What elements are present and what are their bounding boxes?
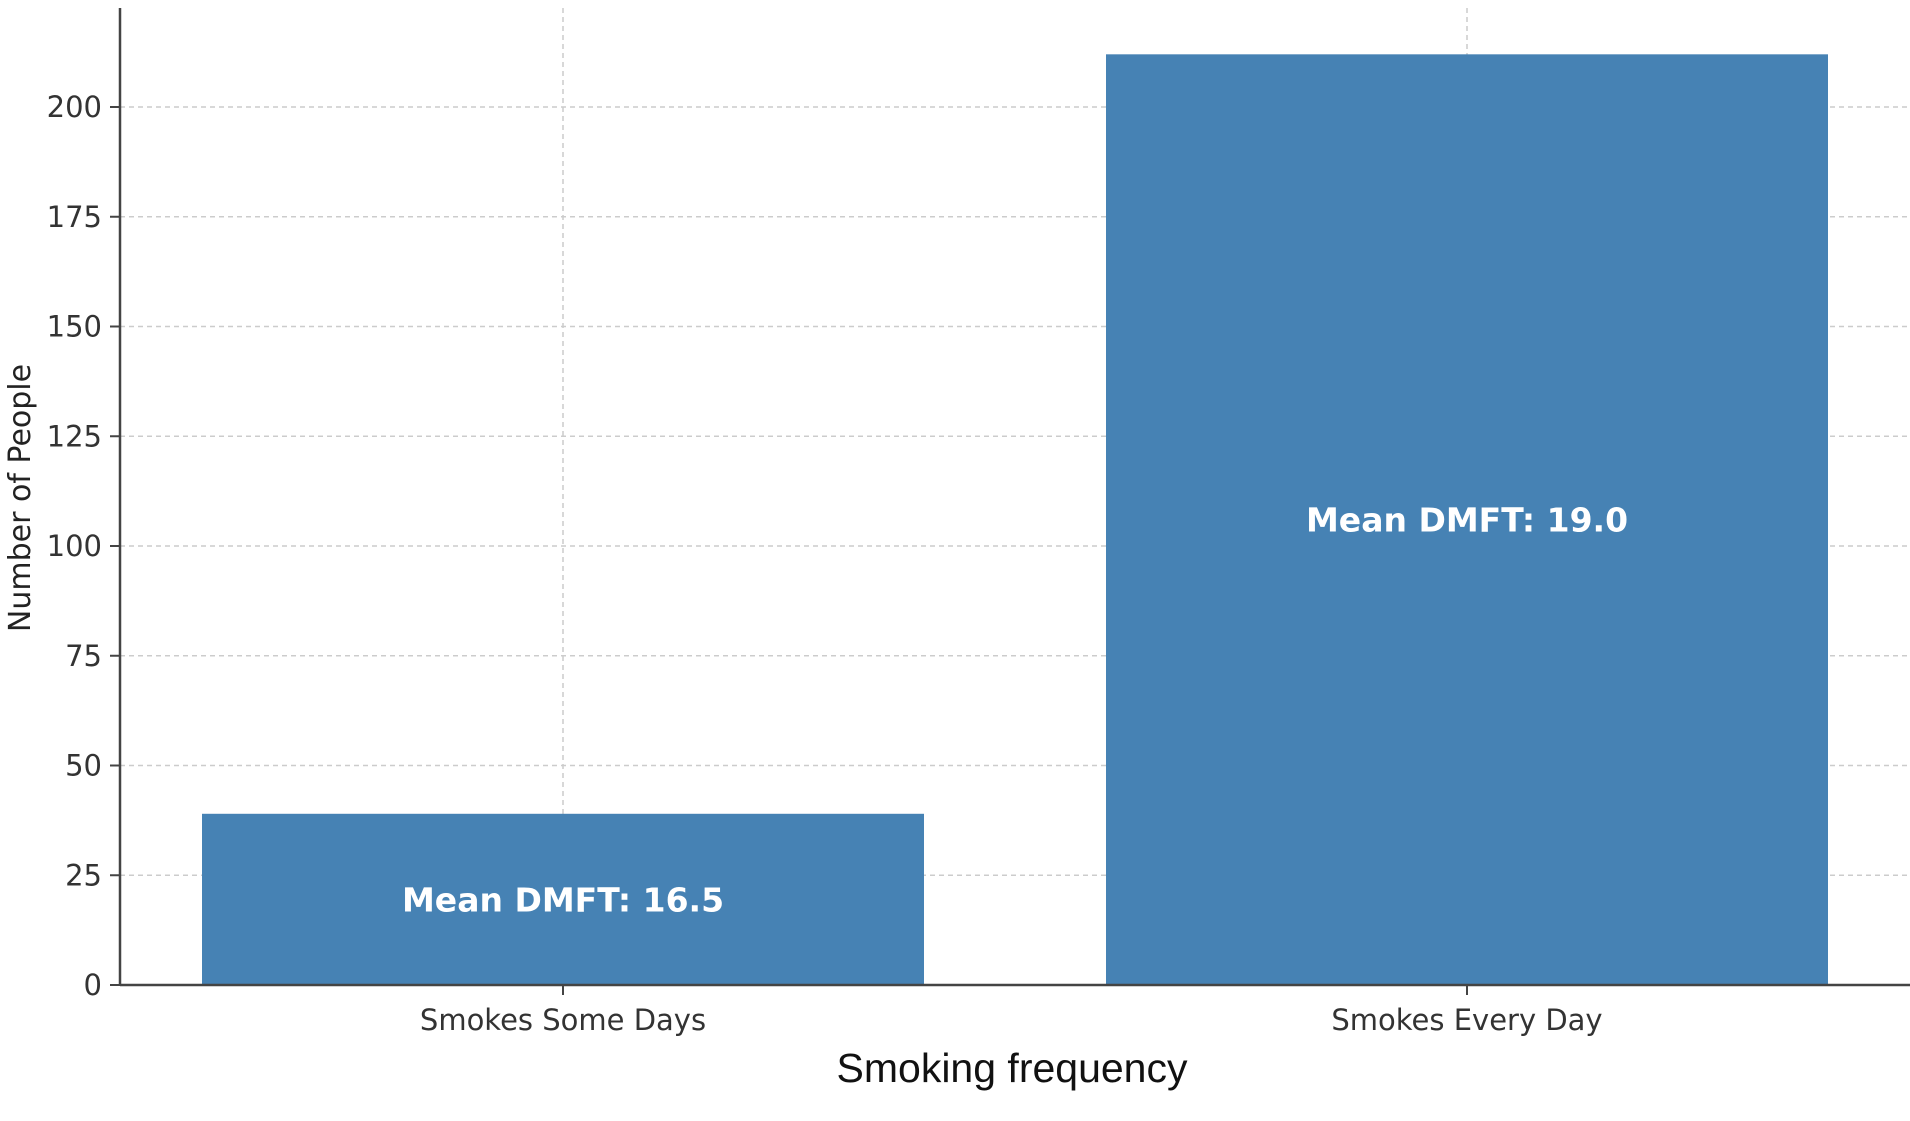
y-ticks: 0 25 50 75 100 125 150 175 200 [47,90,120,1002]
y-axis-title: Number of People [3,364,38,632]
y-tick-label: 200 [47,90,102,124]
y-tick-label: 0 [84,968,102,1002]
bar-smokes-some-days [202,813,924,985]
bar-smokes-every-day [1106,54,1828,985]
x-tick-label: Smokes Some Days [420,1003,706,1037]
x-axis-title: Smoking frequency [837,1045,1188,1091]
axes [118,8,1910,987]
bar-labels: Mean DMFT: 16.5 Mean DMFT: 19.0 [402,501,1628,920]
y-tick-label: 75 [65,639,102,673]
bar-value-label: Mean DMFT: 16.5 [402,880,724,919]
grid [120,8,1910,985]
y-tick-label: 125 [47,419,102,453]
y-tick-label: 50 [65,749,102,783]
y-tick-label: 100 [47,529,102,563]
y-tick-label: 150 [47,310,102,344]
y-tick-label: 175 [47,200,102,234]
y-tick-label: 25 [65,858,102,892]
bars [202,54,1828,985]
x-ticks: Smokes Some Days Smokes Every Day [420,985,1603,1037]
bar-value-label: Mean DMFT: 19.0 [1306,501,1628,540]
x-tick-label: Smokes Every Day [1331,1003,1602,1037]
